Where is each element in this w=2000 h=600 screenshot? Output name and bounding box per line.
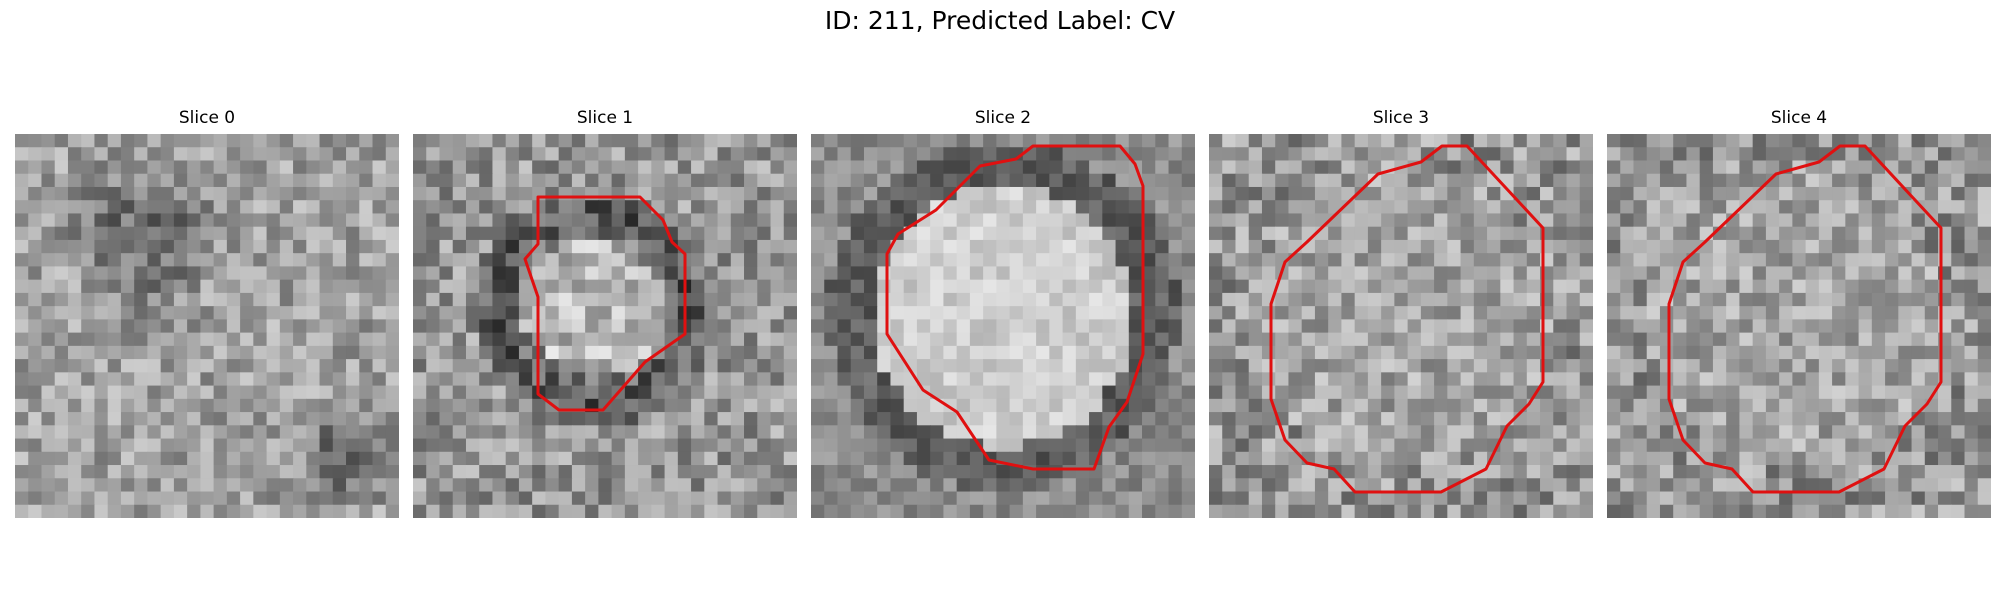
segmentation-outline — [1269, 144, 1545, 494]
pixel-grid — [1607, 134, 1991, 518]
pixel-grid — [811, 134, 1195, 518]
slice-2-image — [811, 134, 1195, 518]
segmentation-outline — [523, 195, 687, 412]
segmentation-outline — [885, 144, 1145, 471]
panel-title-slice-4: Slice 4 — [1770, 108, 1828, 128]
slice-0-image — [15, 134, 399, 518]
panel-title-slice-3: Slice 3 — [1372, 108, 1430, 128]
figure-title: ID: 211, Predicted Label: CV — [824, 6, 1176, 35]
slice-1-image — [413, 134, 797, 518]
segmentation-outline — [1667, 144, 1943, 494]
pixel-grid — [413, 134, 797, 518]
panel-title-slice-2: Slice 2 — [974, 108, 1032, 128]
slice-3-image — [1209, 134, 1593, 518]
slice-4-image — [1607, 134, 1991, 518]
pixel-grid — [15, 134, 399, 518]
panel-title-slice-1: Slice 1 — [576, 108, 634, 128]
pixel-grid — [1209, 134, 1593, 518]
panel-title-slice-0: Slice 0 — [178, 108, 236, 128]
